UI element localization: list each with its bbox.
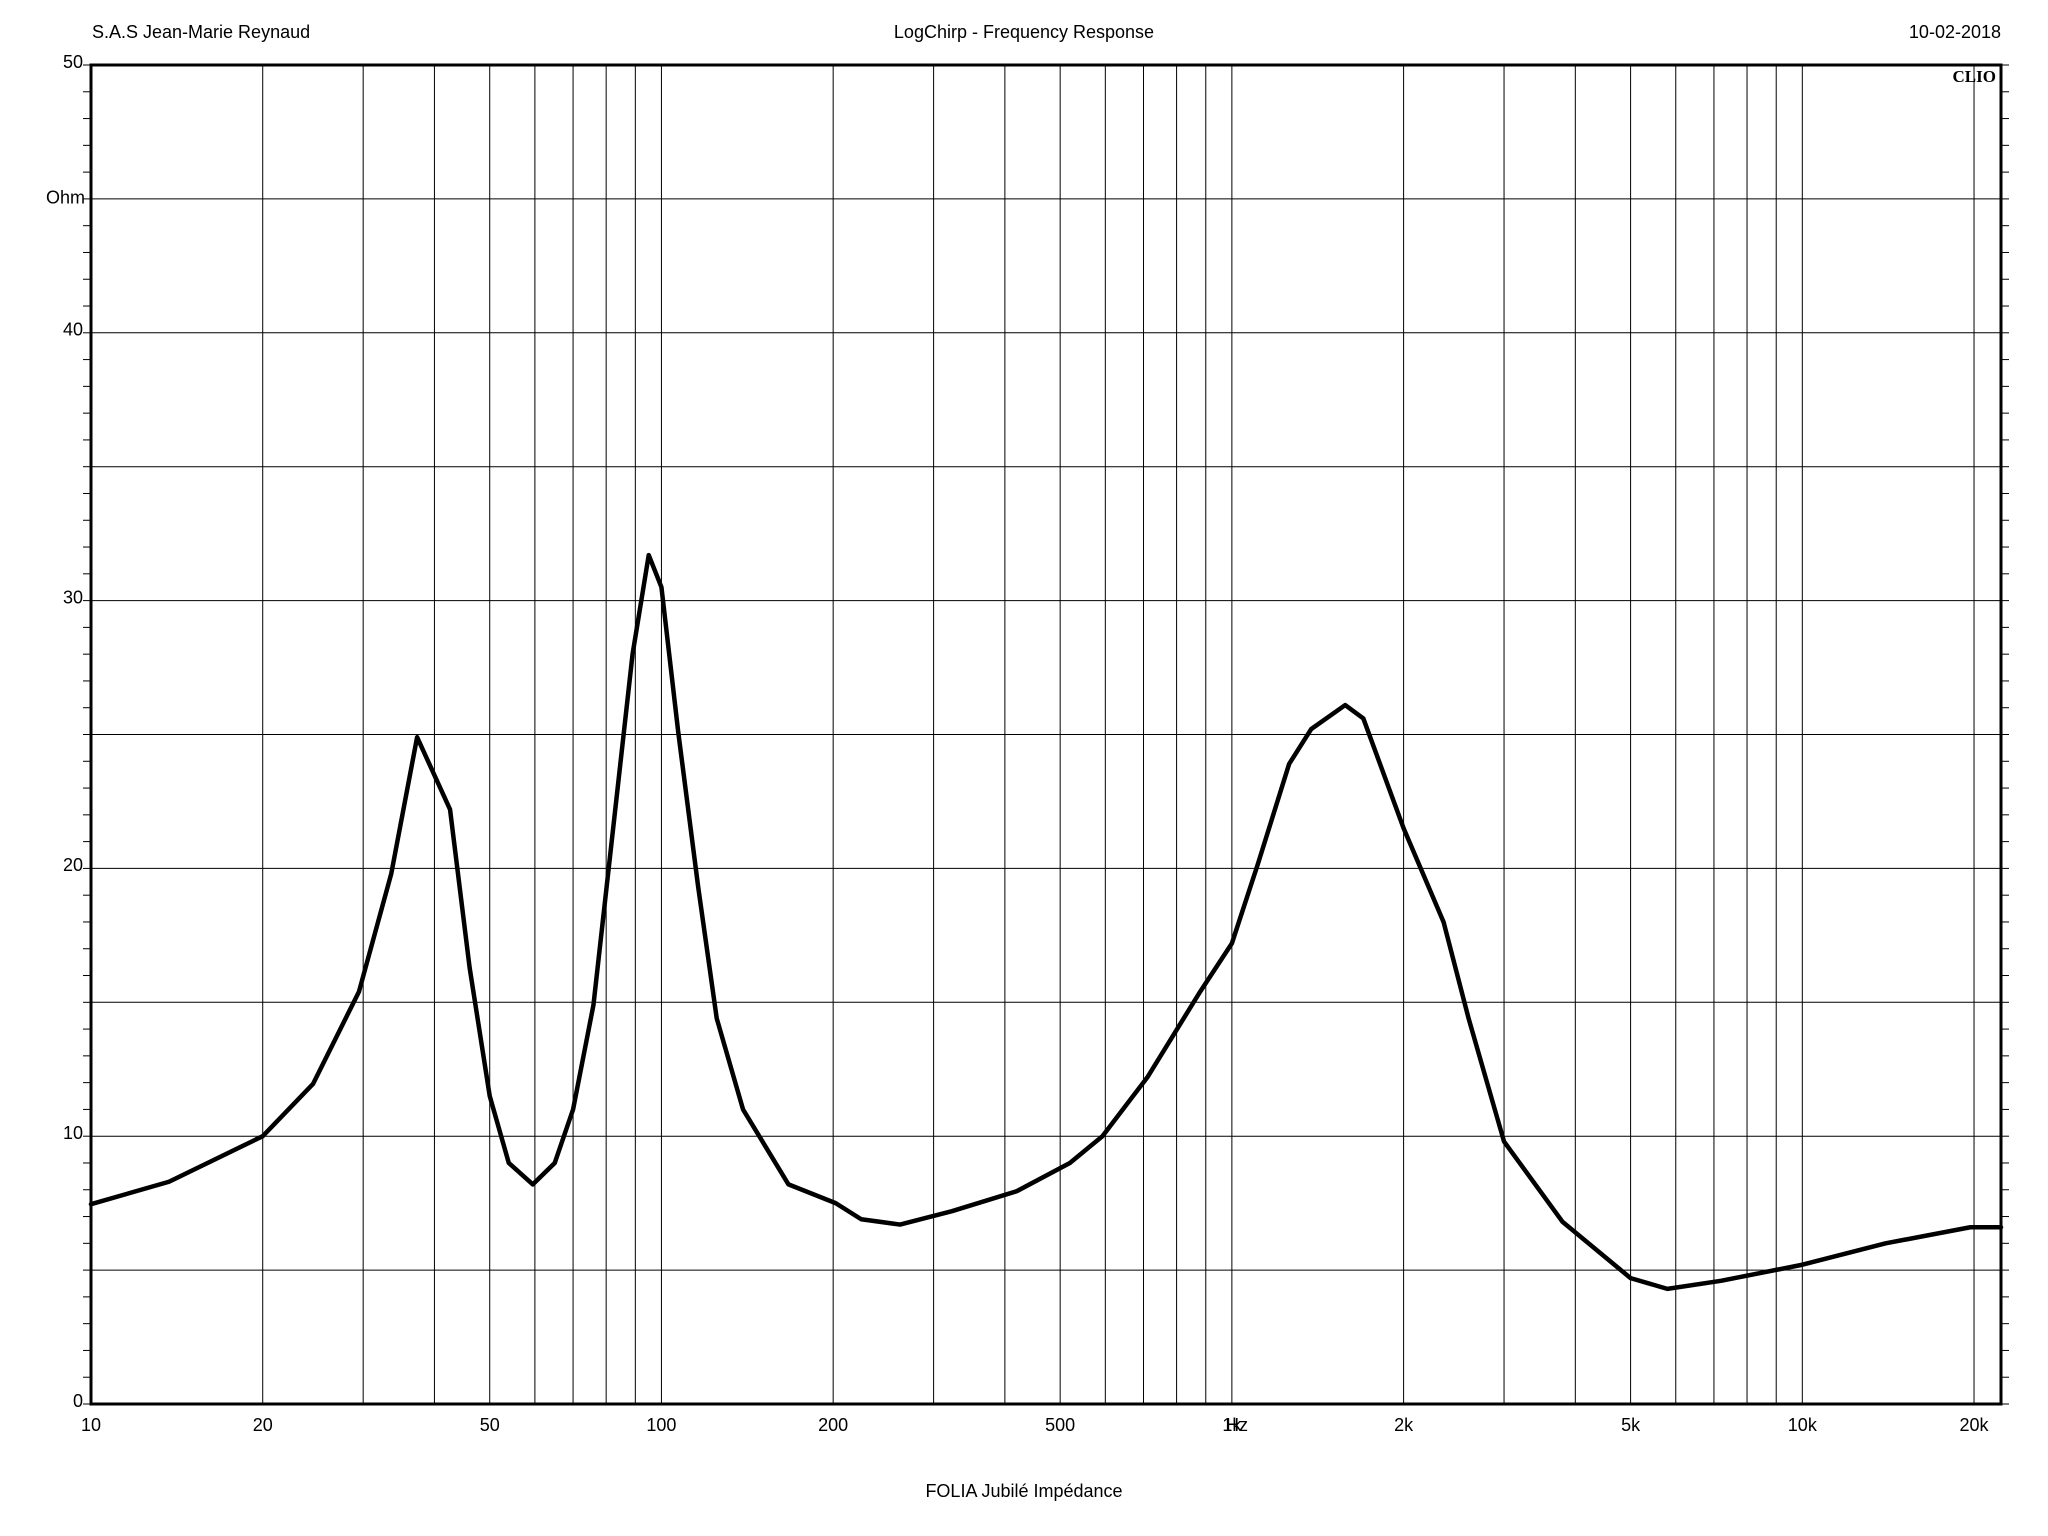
x-tick-label: 50: [480, 1415, 500, 1435]
x-tick-label: 100: [646, 1415, 676, 1435]
x-tick-label: 1k: [1222, 1415, 1242, 1435]
x-tick-label: 10k: [1788, 1415, 1818, 1435]
x-unit: Hz: [1226, 1415, 1248, 1435]
x-tick-label: 10: [81, 1415, 101, 1435]
badge: CLIO: [1953, 67, 1996, 86]
y-unit: Ohm: [46, 188, 85, 208]
impedance-curve: [88, 552, 2004, 1292]
plot-frame: [89, 63, 2003, 1406]
x-tick-label: 200: [818, 1415, 848, 1435]
y-tick-label: 20: [63, 855, 83, 875]
x-tick-label: 500: [1045, 1415, 1075, 1435]
x-tick-label: 2k: [1394, 1415, 1414, 1435]
x-tick-label: 20: [253, 1415, 273, 1435]
y-tick-label: 10: [63, 1123, 83, 1143]
x-tick-label: 20k: [1960, 1415, 1990, 1435]
date: 10-02-2018: [1909, 22, 2001, 42]
y-tick-label: 50: [63, 52, 83, 72]
header-left: S.A.S Jean-Marie Reynaud: [92, 22, 310, 42]
chart-title: LogChirp - Frequency Response: [894, 22, 1154, 42]
x-tick-label: 5k: [1621, 1415, 1641, 1435]
y-tick-label: 40: [63, 320, 83, 340]
y-tick-label: 0: [73, 1391, 83, 1411]
y-tick-label: 30: [63, 587, 83, 607]
footer: FOLIA Jubilé Impédance: [925, 1481, 1122, 1501]
